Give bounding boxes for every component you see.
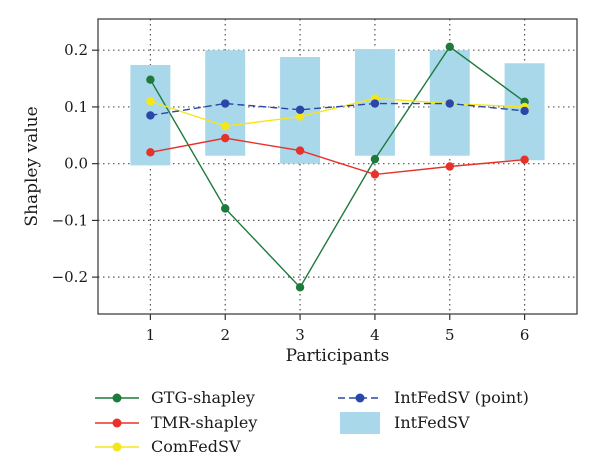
x-tick-label-5: 5: [445, 326, 455, 344]
intfedsv-point-line: [150, 102, 525, 117]
gtg-shapley-point-4: [370, 154, 380, 164]
tmr-shapley-point-3: [295, 146, 305, 155]
intfedsv-point-point-4: [370, 99, 380, 108]
legend-label-tmr-shapley: TMR-shapley: [151, 413, 257, 432]
legend-marker-comfedsv: [112, 442, 122, 452]
x-tick-label-1: 1: [146, 326, 156, 344]
y-tick-label-1: −0.2: [52, 268, 88, 286]
axis-ticks: 1 2 3 4 5 6 −0.2 −0.1 0.0 0.1 0.2: [52, 41, 530, 344]
legend-swatch-intfedsv: [340, 412, 380, 434]
gtg-shapley-line: [149, 45, 526, 289]
comfedsv-point-3: [295, 112, 305, 121]
legend-label-gtg-shapley: GTG-shapley: [151, 388, 255, 407]
intfedsv-point-point-3: [295, 105, 305, 114]
gtg-shapley-point-2: [221, 204, 230, 213]
legend-marker-intfedsv-point: [355, 393, 365, 403]
comfedsv-point-2: [221, 122, 230, 131]
tmr-shapley-point-2: [221, 133, 230, 143]
x-tick-label-2: 2: [220, 326, 230, 344]
y-tick-label-4: 0.1: [64, 98, 88, 116]
x-axis-title: Participants: [286, 346, 390, 366]
x-tick-label-4: 4: [370, 326, 380, 344]
plot-frame: [97, 18, 578, 315]
tmr-shapley-line: [150, 137, 525, 176]
series-markers: [146, 42, 529, 292]
tmr-shapley-point-6: [520, 155, 529, 164]
legend-label-intfedsv-point: IntFedSV (point): [394, 388, 529, 407]
gtg-shapley-point-1: [146, 75, 155, 84]
comfedsv-point-1: [146, 97, 155, 106]
tmr-shapley-point-4: [370, 170, 380, 179]
tmr-shapley-point-5: [445, 162, 454, 171]
legend-label-comfedsv: ComFedSV: [151, 437, 241, 456]
legend: GTG-shapley TMR-shapley ComFedSV IntFedSV (…: [95, 388, 529, 456]
gtg-shapley-point-5: [445, 42, 454, 51]
series-lines: [149, 45, 526, 289]
legend-marker-gtg-shapley: [112, 393, 122, 403]
gtg-shapley-point-3: [295, 283, 305, 292]
grid: [98, 19, 577, 314]
y-tick-label-3: 0.0: [64, 155, 88, 173]
x-tick-label-6: 6: [520, 326, 530, 344]
y-axis-title: Shapley value: [22, 106, 42, 226]
tmr-shapley-point-1: [146, 148, 155, 157]
legend-marker-tmr-shapley: [112, 418, 122, 428]
intfedsv-point-point-2: [221, 99, 230, 108]
x-tick-label-3: 3: [295, 326, 305, 344]
y-tick-label-2: −0.1: [52, 211, 88, 229]
y-tick-label-5: 0.2: [64, 41, 88, 59]
intfedsv-point-point-5: [445, 99, 454, 108]
intfedsv-point-point-6: [520, 106, 529, 116]
legend-label-intfedsv: IntFedSV: [394, 413, 470, 432]
intfedsv-point-point-1: [146, 111, 155, 120]
